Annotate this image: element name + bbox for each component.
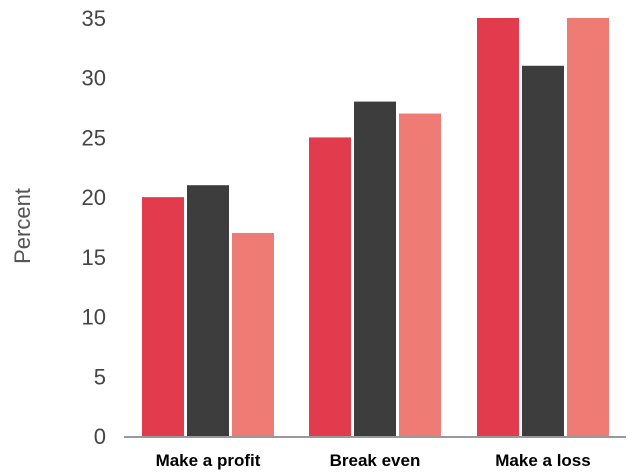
y-tick-label: 5 [94, 364, 106, 389]
y-tick-label: 0 [94, 424, 106, 449]
y-axis-title: Percent [10, 188, 35, 264]
x-category-label: Make a loss [495, 451, 590, 470]
y-axis-ticks: 0 5 10 15 20 25 30 35 [82, 6, 106, 449]
y-tick-label: 20 [82, 185, 106, 210]
bars [142, 18, 609, 437]
y-tick-label: 15 [82, 245, 106, 270]
bar [399, 113, 441, 437]
bar [567, 18, 609, 436]
y-tick-label: 10 [82, 305, 106, 330]
y-tick-label: 30 [82, 66, 106, 91]
x-category-label: Break even [330, 451, 421, 470]
x-axis-labels: Make a profit Break even Make a loss [156, 451, 591, 470]
x-category-label: Make a profit [156, 451, 261, 470]
bar [142, 197, 184, 436]
bar [187, 185, 229, 436]
y-tick-label: 25 [82, 125, 106, 150]
bar [309, 137, 351, 436]
bar [477, 18, 519, 436]
bar [232, 232, 274, 436]
y-tick-label: 35 [82, 6, 106, 31]
bar [354, 101, 396, 436]
bar [522, 65, 564, 437]
